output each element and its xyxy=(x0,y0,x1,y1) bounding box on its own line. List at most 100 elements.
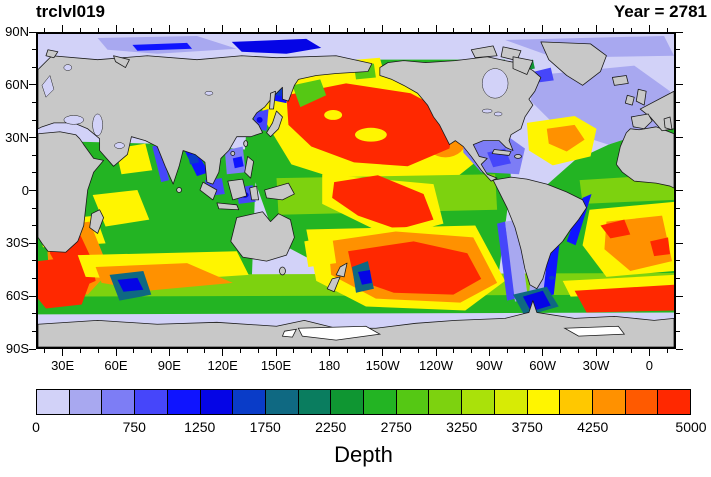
y-major-tick xyxy=(29,242,36,244)
colorbar-tick-label: 3250 xyxy=(446,419,478,435)
novaya-zemlya xyxy=(113,55,130,68)
x-minor-tick xyxy=(133,349,135,353)
x-minor-tick xyxy=(97,349,99,353)
x-minor-tick xyxy=(311,349,313,353)
y-minor-tick xyxy=(32,313,36,315)
x-minor-tick xyxy=(151,349,153,353)
x-minor-tick xyxy=(471,28,473,32)
colorbar-tick-label: 1750 xyxy=(249,419,281,435)
x-minor-tick xyxy=(417,28,419,32)
x-axis-label: 150E xyxy=(260,358,292,373)
white-sea xyxy=(63,64,73,71)
y-minor-tick xyxy=(676,278,680,280)
colorbar-box-18 xyxy=(624,389,659,415)
x-minor-tick xyxy=(364,349,366,353)
hainan xyxy=(230,151,236,156)
taiwan xyxy=(243,140,249,147)
x-minor-tick xyxy=(453,349,455,353)
x-minor-tick xyxy=(399,349,401,353)
x-minor-tick xyxy=(44,349,46,353)
x-major-tick xyxy=(542,25,544,32)
cuba xyxy=(491,149,512,156)
y-axis-label: 0 xyxy=(21,182,29,198)
africa-west-of-cut xyxy=(38,131,104,253)
x-minor-tick xyxy=(453,28,455,32)
world-map xyxy=(38,34,674,347)
australia xyxy=(230,211,295,262)
persian-gulf xyxy=(114,142,125,149)
x-axis-label: 150W xyxy=(365,358,400,373)
great-lakes-east xyxy=(493,111,503,117)
x-minor-tick xyxy=(577,349,579,353)
colorbar-box-17 xyxy=(591,389,626,415)
new-zealand-south xyxy=(326,276,341,293)
x-minor-tick xyxy=(257,28,259,32)
x-axis-label: 90W xyxy=(475,358,503,373)
x-axis-label: 120E xyxy=(207,358,238,373)
caspian-sea xyxy=(92,113,103,136)
y-minor-tick xyxy=(676,101,680,103)
x-axis-label: 30E xyxy=(51,358,75,373)
x-minor-tick xyxy=(293,349,295,353)
colorbar-tick-label: 4250 xyxy=(577,419,609,435)
x-minor-tick xyxy=(346,349,348,353)
x-minor-tick xyxy=(204,349,206,353)
new-guinea xyxy=(264,182,295,201)
y-major-tick xyxy=(29,295,36,297)
hispaniola xyxy=(514,154,522,159)
colorbar-tick-label: 0 xyxy=(32,419,40,435)
philippines xyxy=(244,156,255,179)
colorbar-box-13 xyxy=(461,389,495,415)
y-minor-tick xyxy=(676,49,680,51)
y-minor-tick xyxy=(32,49,36,51)
y-axis-label: 60S xyxy=(5,288,29,304)
y-major-tick xyxy=(676,84,683,86)
svalbard xyxy=(45,49,59,59)
colorbar-box-9 xyxy=(330,389,365,415)
y-minor-tick xyxy=(32,154,36,156)
colorbar-box-6 xyxy=(232,389,266,415)
y-minor-tick xyxy=(676,225,680,227)
y-minor-tick xyxy=(676,330,680,332)
y-axis-label: 90S xyxy=(5,341,29,356)
x-major-tick xyxy=(435,25,437,32)
x-major-tick xyxy=(542,349,544,356)
madagascar xyxy=(89,209,104,234)
x-minor-tick xyxy=(524,28,526,32)
map-plot-area xyxy=(36,32,676,349)
x-minor-tick xyxy=(239,28,241,32)
java xyxy=(216,202,240,211)
japan xyxy=(266,110,283,138)
colorbar-box-4 xyxy=(166,389,201,415)
y-minor-tick xyxy=(676,172,680,174)
colorbar-box-12 xyxy=(428,389,463,415)
x-major-tick xyxy=(168,25,170,32)
x-minor-tick xyxy=(204,28,206,32)
y-major-tick xyxy=(676,137,683,139)
x-minor-tick xyxy=(417,349,419,353)
eurasia xyxy=(38,55,373,185)
y-minor-tick xyxy=(676,260,680,262)
colorbar-box-8 xyxy=(297,389,332,415)
y-minor-tick xyxy=(32,101,36,103)
land-masses xyxy=(38,41,674,347)
colorbar-tick-label: 2750 xyxy=(380,419,412,435)
y-minor-tick xyxy=(32,225,36,227)
x-minor-tick xyxy=(613,349,615,353)
x-axis-label: 180 xyxy=(318,358,341,373)
y-minor-tick xyxy=(676,119,680,121)
x-major-tick xyxy=(168,349,170,356)
year-annotation: Year = 2781 xyxy=(613,2,707,21)
x-minor-tick xyxy=(666,28,668,32)
x-minor-tick xyxy=(97,28,99,32)
africa-east-of-cut xyxy=(615,126,674,189)
tasmania xyxy=(279,266,286,276)
colorbar-tick-label: 750 xyxy=(122,419,146,435)
ross-ice-shelf-2 xyxy=(281,328,298,338)
greenland xyxy=(540,41,607,86)
sakhalin xyxy=(269,90,276,110)
y-axis-label: 60N xyxy=(5,76,29,92)
black-sea xyxy=(63,115,84,125)
x-major-tick xyxy=(328,349,330,356)
